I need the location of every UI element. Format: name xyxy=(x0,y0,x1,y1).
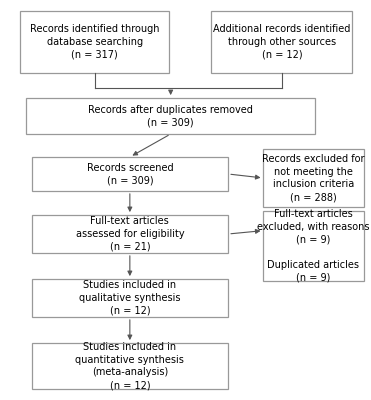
FancyBboxPatch shape xyxy=(263,149,364,207)
Text: Full-text articles
assessed for eligibility
(n = 21): Full-text articles assessed for eligibil… xyxy=(76,216,184,252)
FancyBboxPatch shape xyxy=(20,11,169,73)
FancyBboxPatch shape xyxy=(32,215,228,253)
FancyBboxPatch shape xyxy=(263,211,364,281)
Text: Studies included in
quantitative synthesis
(meta-analysis)
(n = 12): Studies included in quantitative synthes… xyxy=(75,342,184,390)
Text: Records after duplicates removed
(n = 309): Records after duplicates removed (n = 30… xyxy=(88,105,253,127)
FancyBboxPatch shape xyxy=(211,11,352,73)
Text: Records excluded for
not meeting the
inclusion criteria
(n = 288): Records excluded for not meeting the inc… xyxy=(262,154,365,202)
Text: Additional records identified
through other sources
(n = 12): Additional records identified through ot… xyxy=(213,24,351,60)
FancyBboxPatch shape xyxy=(32,279,228,317)
FancyBboxPatch shape xyxy=(32,157,228,191)
Text: Full-text articles
excluded, with reasons
(n = 9)

Duplicated articles
(n = 9): Full-text articles excluded, with reason… xyxy=(257,209,370,283)
Text: Records identified through
database searching
(n = 317): Records identified through database sear… xyxy=(30,24,160,60)
FancyBboxPatch shape xyxy=(26,98,315,134)
Text: Records screened
(n = 309): Records screened (n = 309) xyxy=(86,163,173,186)
FancyBboxPatch shape xyxy=(32,343,228,389)
Text: Studies included in
qualitative synthesis
(n = 12): Studies included in qualitative synthesi… xyxy=(79,280,181,316)
